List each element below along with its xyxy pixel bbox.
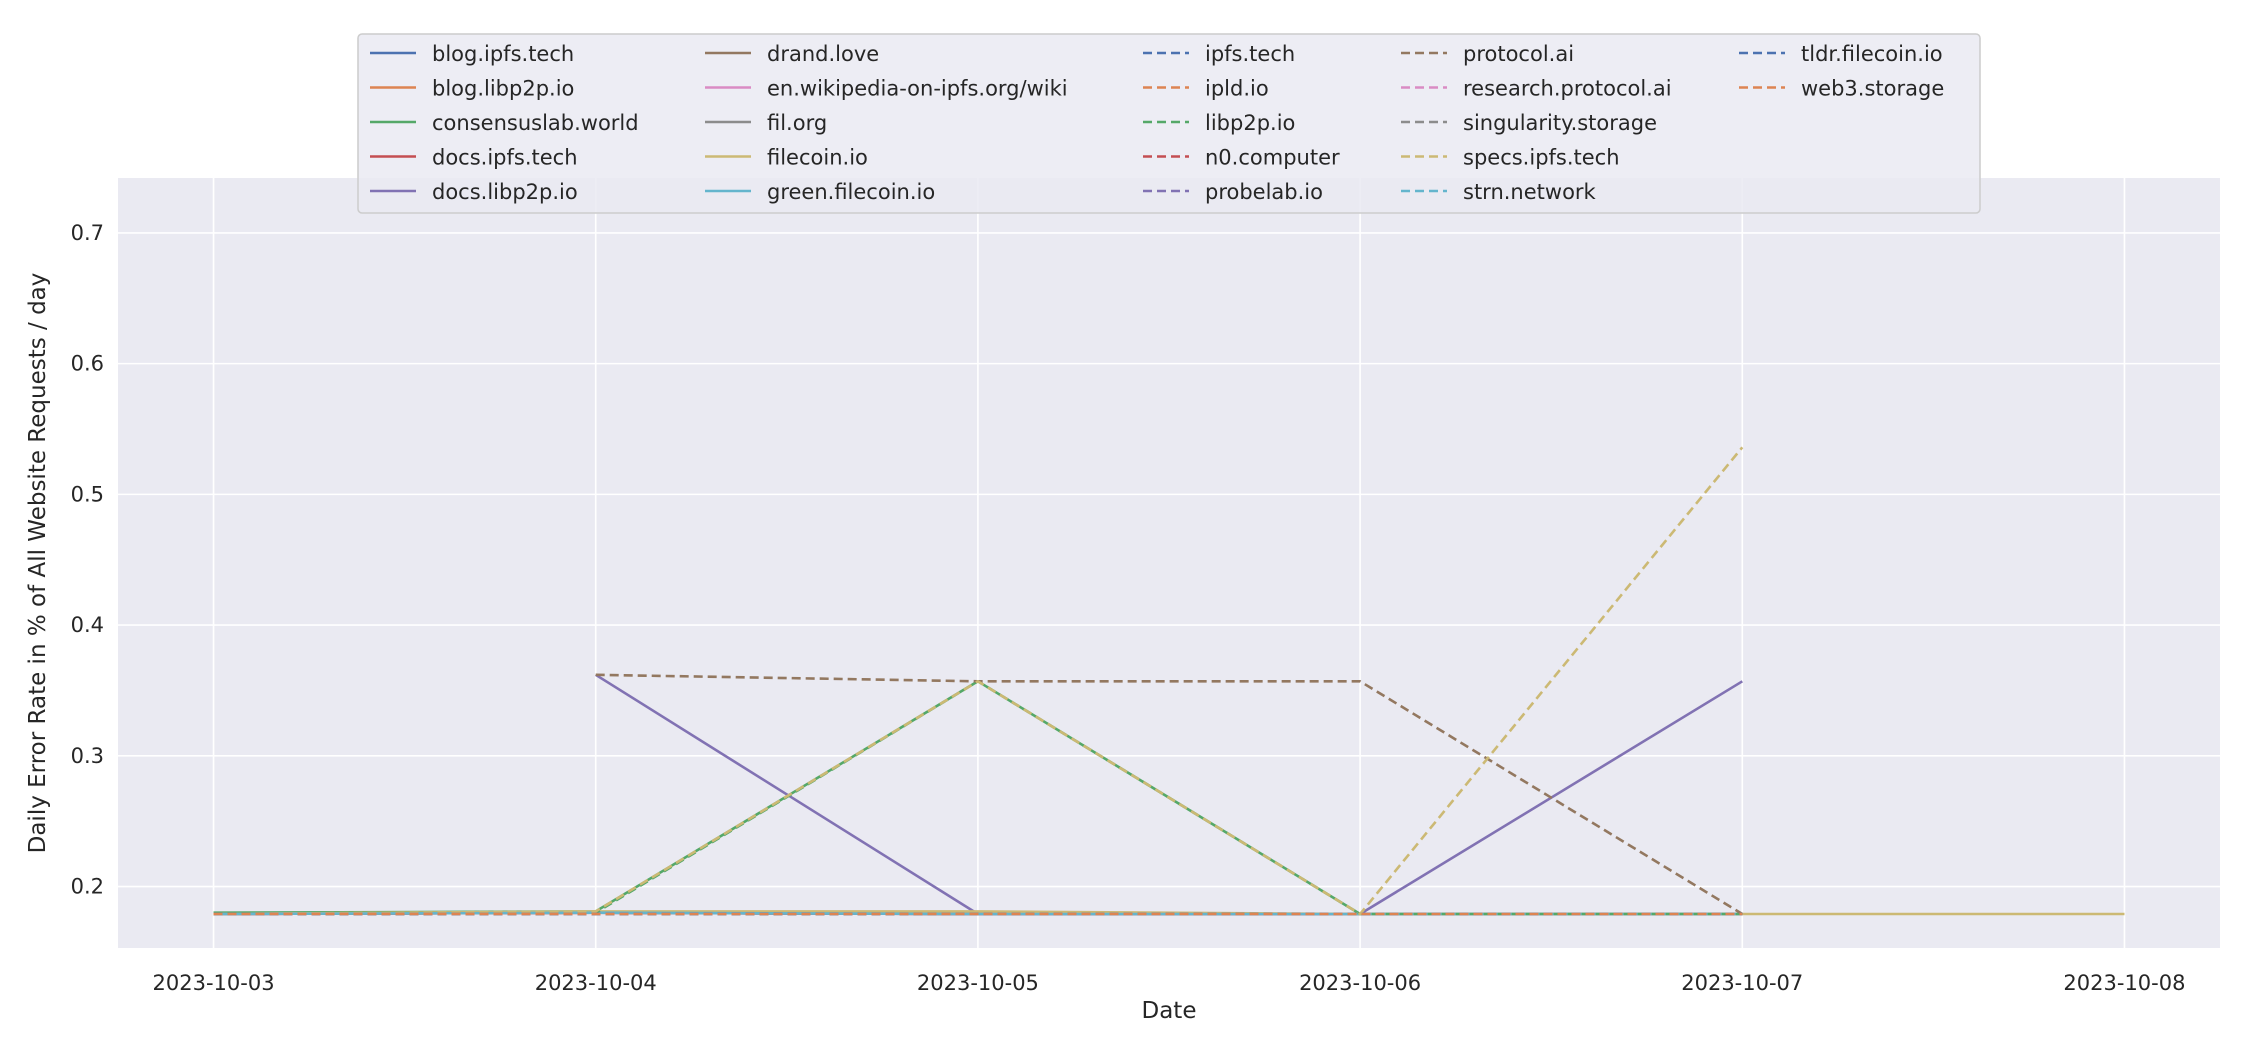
plot-background (118, 178, 2220, 948)
legend-label: probelab.io (1205, 180, 1323, 204)
y-tick-label: 0.7 (71, 221, 104, 245)
legend-label: strn.network (1463, 180, 1597, 204)
legend-label: research.protocol.ai (1463, 77, 1672, 101)
legend-label: ipld.io (1205, 77, 1269, 101)
legend-label: blog.ipfs.tech (432, 42, 574, 66)
legend-label: web3.storage (1801, 77, 1944, 101)
legend-label: drand.love (767, 42, 879, 66)
legend-label: en.wikipedia-on-ipfs.org/wiki (767, 77, 1068, 101)
y-tick-label: 0.5 (71, 482, 104, 506)
x-axis-label: Date (1142, 998, 1197, 1024)
y-tick-label: 0.4 (71, 613, 104, 637)
legend-label: ipfs.tech (1205, 42, 1295, 66)
series-line (213, 446, 1744, 916)
legend-label: protocol.ai (1463, 42, 1574, 66)
x-tick-label: 2023-10-05 (917, 971, 1039, 995)
legend: blog.ipfs.tech blog.libp2p.io consensuslab… (357, 33, 1981, 214)
legend-label: singularity.storage (1463, 111, 1657, 135)
y-tick-label: 0.2 (71, 875, 104, 899)
y-axis-ticks: 0.2 0.3 0.4 0.5 0.6 0.7 (71, 221, 104, 899)
x-tick-label: 2023-10-06 (1299, 971, 1421, 995)
legend-label: blog.libp2p.io (432, 77, 574, 101)
x-axis-ticks: 2023-10-03 2023-10-04 2023-10-05 2023-10-06… (153, 971, 2186, 995)
legend-label: libp2p.io (1205, 111, 1295, 135)
legend-label: fil.org (767, 111, 827, 135)
x-tick-label: 2023-10-08 (2063, 971, 2185, 995)
y-tick-label: 0.3 (71, 744, 104, 768)
legend-label: n0.computer (1205, 146, 1340, 170)
series-line (595, 673, 1743, 916)
legend-frame (357, 33, 1981, 214)
y-axis-label: Daily Error Rate in % of All Website Req… (25, 273, 51, 854)
y-tick-label: 0.6 (71, 352, 104, 376)
x-tick-label: 2023-10-03 (153, 971, 275, 995)
x-tick-label: 2023-10-04 (535, 971, 657, 995)
x-tick-label: 2023-10-07 (1681, 971, 1803, 995)
legend-label: green.filecoin.io (767, 180, 935, 204)
legend-label: docs.libp2p.io (432, 180, 578, 204)
legend-label: specs.ipfs.tech (1463, 146, 1620, 170)
legend-label: docs.ipfs.tech (432, 146, 578, 170)
series-lines (213, 446, 2125, 916)
legend-label: filecoin.io (767, 146, 868, 170)
legend-label: consensuslab.world (432, 111, 639, 135)
legend-label: tldr.filecoin.io (1801, 42, 1943, 66)
grid-lines (118, 178, 2220, 948)
